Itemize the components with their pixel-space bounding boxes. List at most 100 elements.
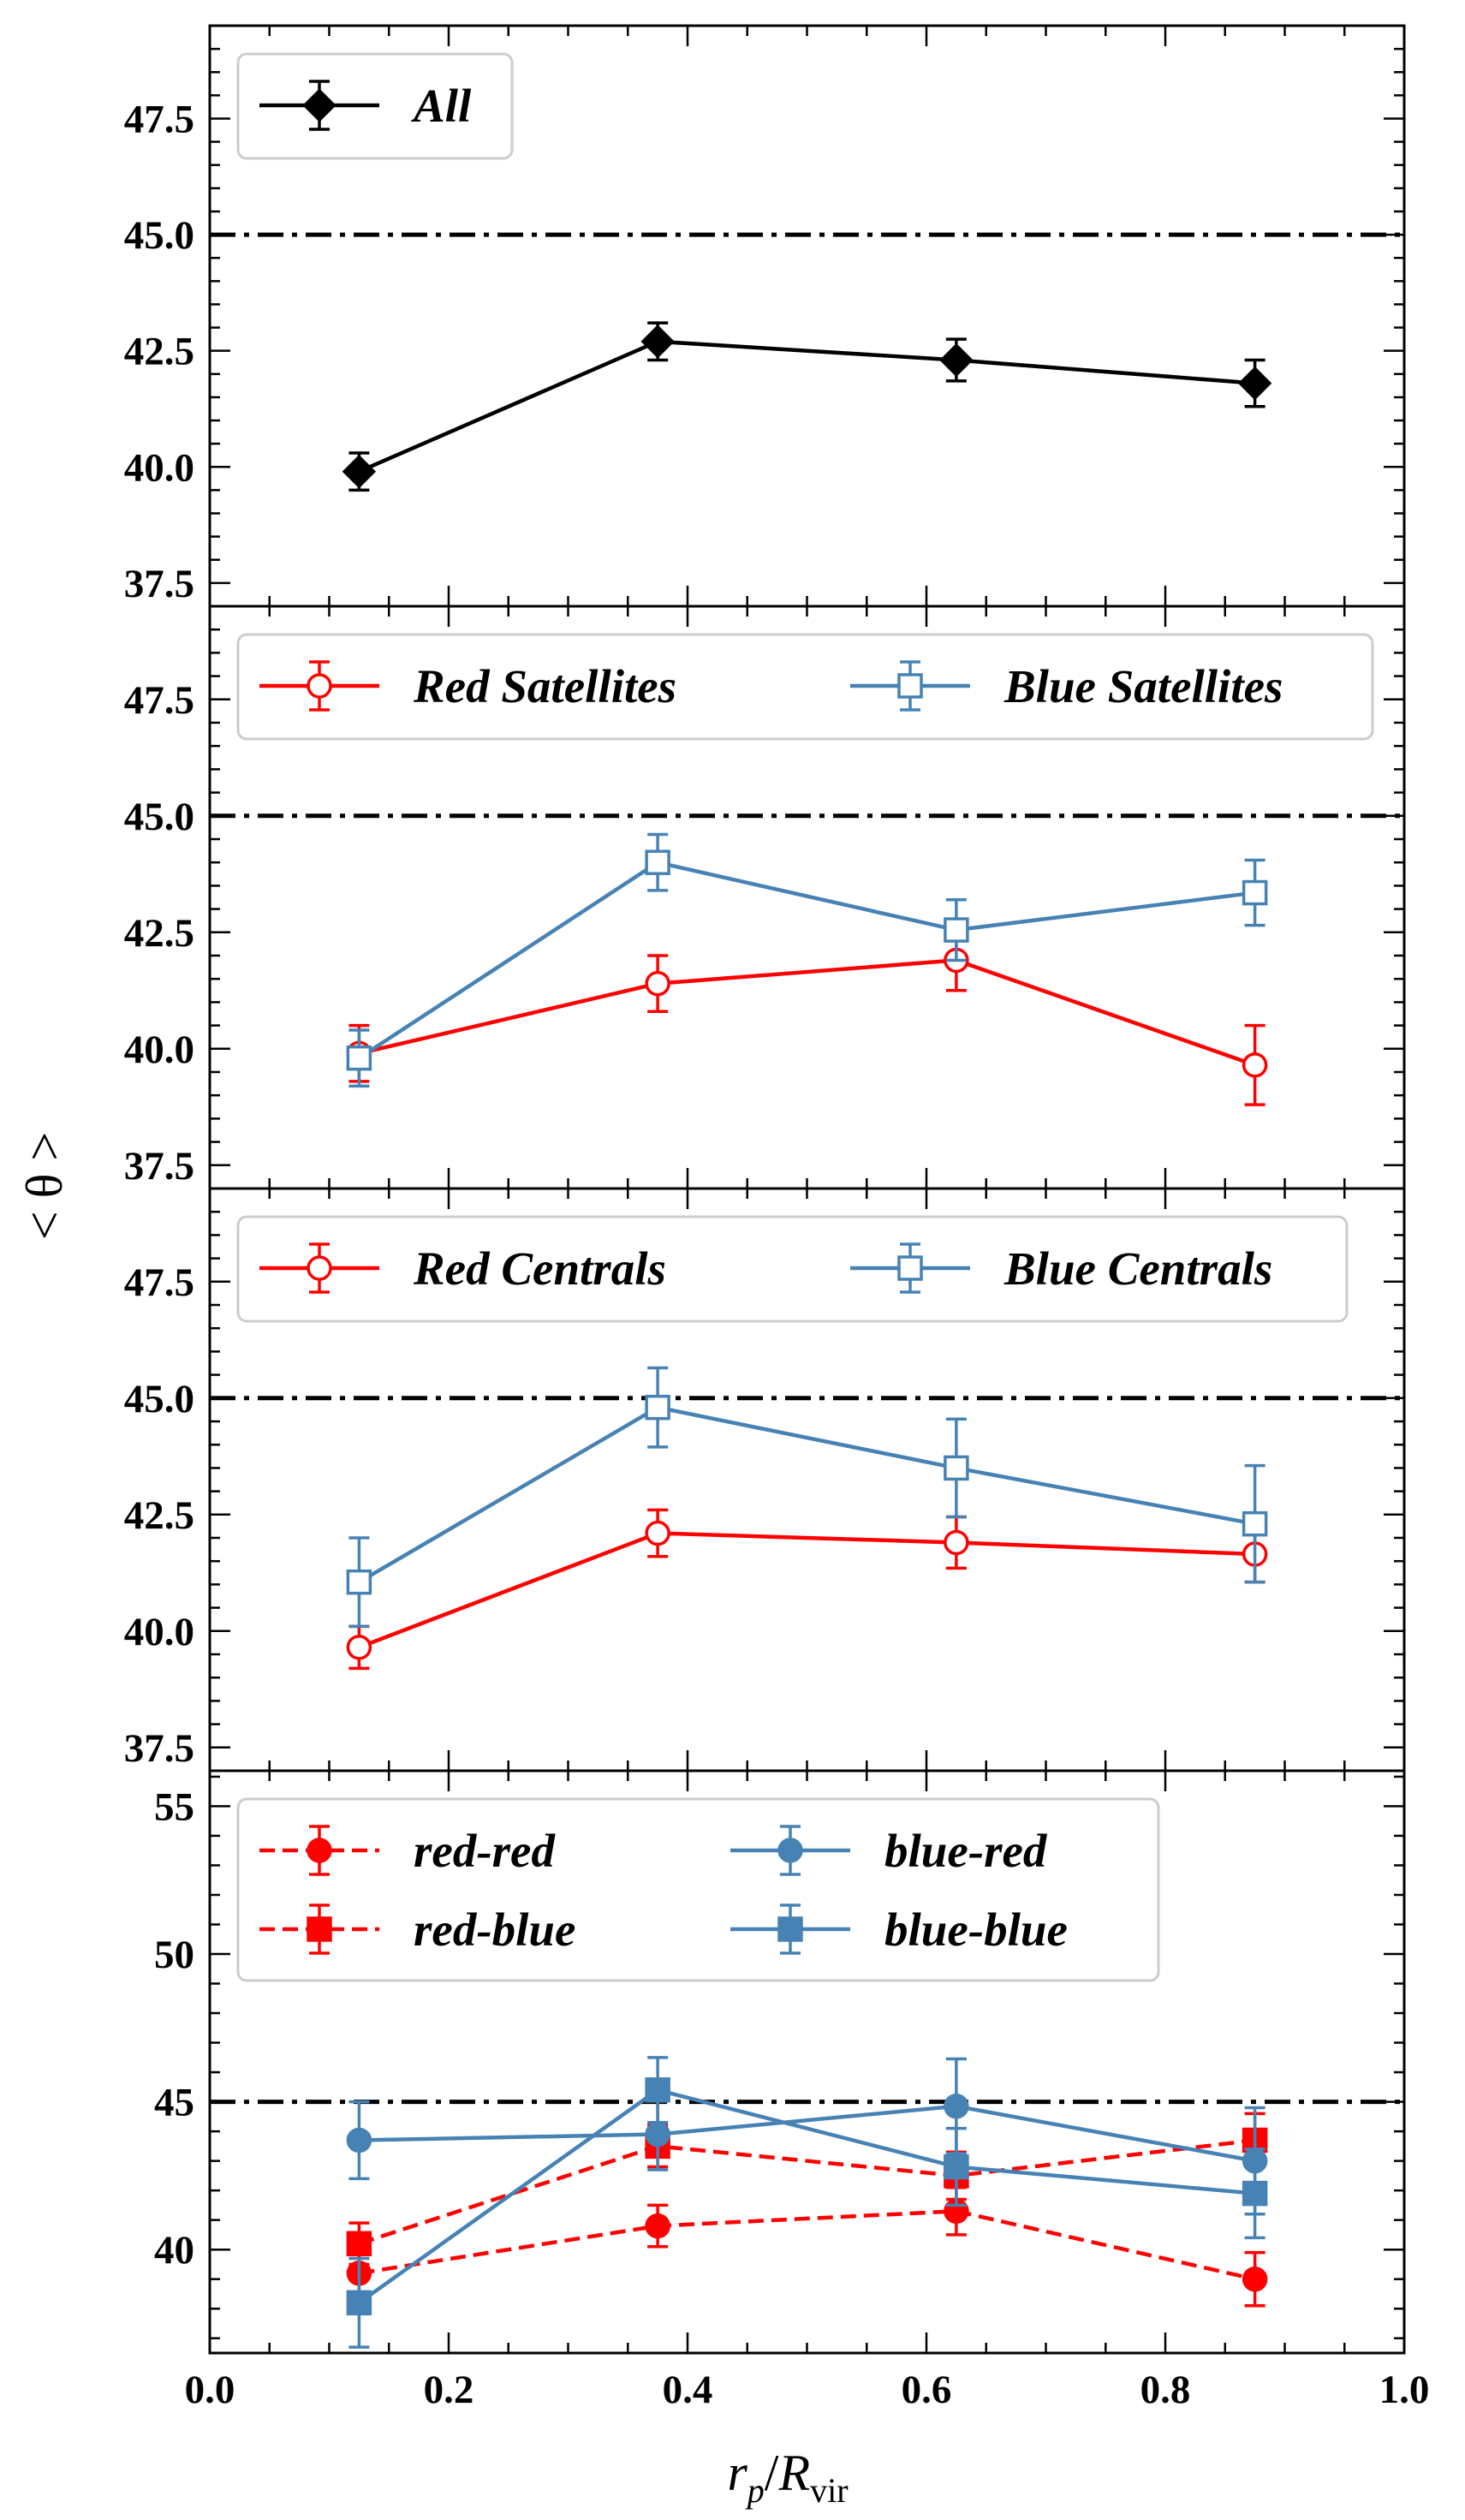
data-point [1242, 2180, 1268, 2207]
series-all [342, 321, 1272, 492]
panel-top: 37.5 40.0 42.5 45.0 47.5 All [124, 24, 1406, 608]
legend-label: Red Satellites [413, 660, 676, 712]
y-tick-label: 42.5 [124, 330, 194, 374]
legend-marker [302, 88, 336, 122]
y-tick-label: 37.5 [124, 1726, 194, 1771]
series-line [358, 958, 1256, 1067]
legend-marker [307, 1255, 332, 1281]
x-tick-label: 0.2 [424, 2368, 474, 2412]
series-line [358, 2138, 1255, 2246]
series-line [358, 1405, 1256, 1584]
legend-label: Blue Satellites [1003, 660, 1283, 712]
y-tick-label: 45.0 [124, 213, 194, 258]
legend-marker [777, 1838, 803, 1863]
panel-centrals: 37.5 40.0 42.5 45.0 47.5 Red Centrals Blue Cen… [124, 1187, 1406, 1772]
legend-box [236, 1215, 1349, 1323]
legend-marker [897, 673, 923, 699]
legend-entry: Red Satellites [259, 660, 676, 712]
y-tick-label: 47.5 [124, 97, 194, 141]
legend-marker [307, 1838, 332, 1863]
data-point [645, 849, 670, 875]
legend-entry: Blue Centrals [850, 1242, 1272, 1295]
data-point [346, 1569, 372, 1595]
legend-marker [307, 673, 332, 699]
x-tick-label: 1.0 [1379, 2368, 1430, 2412]
series-line [358, 339, 1255, 474]
legend-label: red-red [414, 1825, 556, 1877]
y-tick-label: 45 [154, 2081, 194, 2125]
panel-pairs: 40 45 50 55 0.0 0.2 0.4 0.6 0.8 1.0 red-red red-blu… [154, 1769, 1430, 2412]
legend-entry: Red Centrals [259, 1242, 666, 1295]
series-blue-red [346, 2057, 1268, 2216]
series-line [358, 860, 1255, 1060]
x-tick-label: 0.8 [1140, 2368, 1191, 2412]
y-tick-label: 40.0 [124, 445, 194, 490]
data-point [342, 455, 377, 489]
x-tick-label: 0.6 [902, 2368, 952, 2412]
y-tick-label: 47.5 [124, 1260, 194, 1305]
data-point [346, 2290, 372, 2316]
data-point [346, 2127, 372, 2154]
legend-marker [777, 1916, 803, 1942]
data-point [1242, 1052, 1268, 1078]
data-point [944, 1529, 969, 1556]
y-axis-label: < θ > [16, 1132, 73, 1240]
data-point [645, 2121, 670, 2148]
data-point [1242, 1510, 1268, 1537]
legend-marker [897, 1255, 923, 1281]
x-tick-label: 0.0 [185, 2368, 235, 2412]
data-point [346, 1045, 372, 1071]
data-point [640, 325, 675, 359]
series-line [359, 2209, 1256, 2281]
data-point [944, 2154, 969, 2180]
data-point [944, 2094, 969, 2119]
y-tick-label: 40.0 [124, 1610, 194, 1654]
data-point [645, 1520, 670, 1546]
y-tick-label: 45.0 [124, 795, 194, 839]
series-line [358, 1531, 1255, 1649]
legend-box [236, 1797, 1160, 1982]
data-point [346, 2231, 372, 2257]
data-point [1242, 2266, 1268, 2292]
data-point [346, 1635, 372, 1660]
legend-entry: Blue Satellites [850, 660, 1283, 712]
data-point [645, 970, 670, 997]
y-tick-label: 47.5 [124, 678, 194, 723]
legend-entry: All [259, 80, 472, 132]
data-point [939, 343, 974, 378]
data-point [1237, 366, 1272, 401]
y-tick-label: 42.5 [124, 911, 194, 956]
data-point [1242, 879, 1268, 906]
panel-satellites: 37.5 40.0 42.5 45.0 47.5 Red Satellites Blue S… [124, 605, 1406, 1190]
data-point [645, 2213, 670, 2239]
y-tick-label: 40.0 [124, 1028, 194, 1072]
legend-label: Blue Centrals [1003, 1242, 1272, 1295]
legend-entry: red-blue [259, 1903, 575, 1956]
y-tick-label: 45.0 [124, 1377, 194, 1421]
y-tick-label: 37.5 [124, 562, 194, 606]
data-point [645, 1394, 670, 1421]
series-blue-blue [346, 2056, 1268, 2349]
legend-label: blue-red [884, 1825, 1048, 1877]
legend-entry: blue-blue [730, 1903, 1068, 1956]
series-blue-satellites [346, 832, 1268, 1088]
legend-box [236, 633, 1374, 741]
series-blue-centrals [346, 1366, 1268, 1629]
x-tick-label: 0.4 [663, 2368, 713, 2412]
y-tick-label: 50 [154, 1933, 194, 1977]
y-tick-label: 37.5 [124, 1144, 194, 1189]
series-line [359, 2104, 1256, 2163]
legend-marker [307, 1916, 332, 1942]
y-tick-label: 55 [154, 1784, 194, 1829]
legend-label: blue-blue [884, 1903, 1068, 1956]
y-tick-label: 40 [154, 2228, 194, 2273]
data-point [944, 1455, 969, 1481]
legend-label: All [411, 80, 472, 132]
data-point [645, 2077, 670, 2103]
x-axis-label: rp/Rvir [727, 2445, 848, 2510]
series-line [358, 2088, 1255, 2305]
y-tick-label: 42.5 [124, 1493, 194, 1538]
data-point [944, 917, 969, 943]
legend-label: red-blue [414, 1903, 575, 1956]
